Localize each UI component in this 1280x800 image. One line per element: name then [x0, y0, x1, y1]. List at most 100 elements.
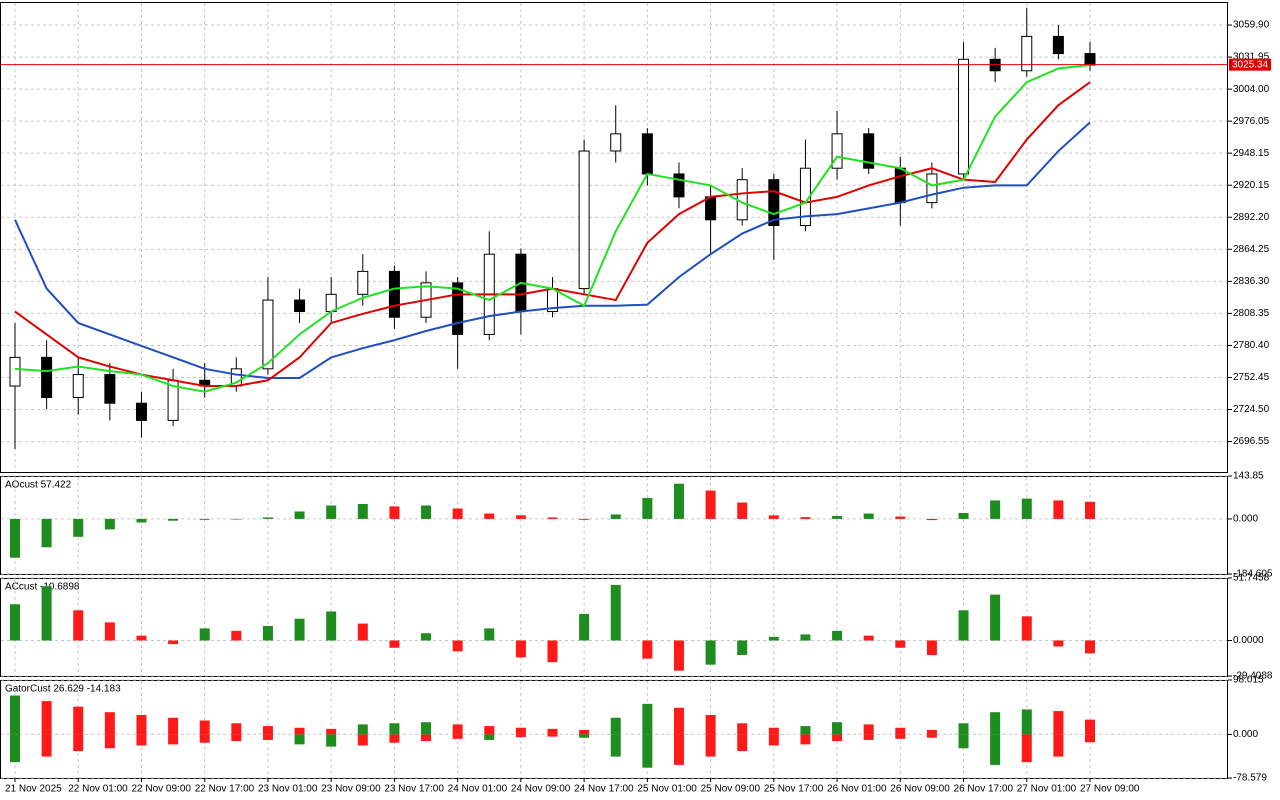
moving-average-line: [14, 121, 1091, 379]
histogram-bar: [168, 734, 179, 745]
histogram-bar: [10, 604, 20, 641]
histogram-bar: [673, 707, 684, 735]
histogram-bar: [168, 717, 179, 735]
histogram-bar: [357, 504, 368, 519]
histogram-bar: [357, 734, 368, 746]
histogram-bar: [484, 726, 495, 735]
histogram-bar: [421, 633, 432, 641]
histogram-bar: [705, 490, 716, 519]
histogram-bar: [136, 518, 147, 523]
y-tick-label: 2780.40: [1233, 340, 1270, 351]
candle-body: [831, 133, 843, 169]
histogram-bar: [326, 611, 337, 641]
histogram-bar: [41, 701, 52, 735]
histogram-bar: [737, 502, 748, 519]
histogram-bar: [705, 714, 716, 735]
histogram-bar: [421, 505, 432, 519]
y-tick-label: 2696.55: [1233, 436, 1270, 447]
histogram-bar: [642, 498, 653, 519]
y-tick-label: 3004.00: [1233, 84, 1270, 95]
histogram-bar: [863, 734, 874, 740]
histogram-bar: [231, 723, 242, 735]
histogram-bar: [1021, 498, 1032, 519]
x-tick-label: 25 Nov 01:00: [637, 784, 697, 795]
x-tick-label: 24 Nov 01:00: [448, 784, 508, 795]
current-price-label: 3025.34: [1232, 59, 1269, 70]
histogram-bar: [1021, 616, 1032, 641]
y-tick-label: 2752.45: [1233, 372, 1270, 383]
histogram-bar: [515, 640, 526, 658]
candle-body: [610, 133, 622, 152]
y-tick-label: 2864.25: [1233, 244, 1270, 255]
histogram-bar: [705, 734, 716, 757]
histogram-bar: [832, 722, 843, 735]
x-tick-label: 25 Nov 09:00: [701, 784, 761, 795]
histogram-bar: [1021, 709, 1032, 735]
y-tick-label: 51.7458: [1233, 573, 1270, 584]
histogram-bar: [1085, 640, 1095, 654]
histogram-bar: [484, 628, 495, 641]
histogram-bar: [737, 734, 748, 752]
histogram-bar: [168, 640, 179, 645]
histogram-bar: [705, 640, 716, 665]
x-tick-label: 25 Nov 17:00: [764, 784, 824, 795]
histogram-bar: [768, 734, 779, 746]
indicator-title: AOcust 57.422: [5, 480, 72, 491]
histogram-bar: [104, 622, 115, 641]
candle-body: [104, 374, 116, 404]
histogram-bar: [199, 720, 210, 735]
y-tick-label: 2836.30: [1233, 276, 1270, 287]
y-tick-label: 2948.15: [1233, 148, 1270, 159]
histogram-bar: [73, 518, 84, 537]
histogram-bar: [1085, 734, 1095, 743]
histogram-bar: [73, 734, 84, 752]
histogram-bar: [1085, 501, 1095, 519]
x-tick-label: 22 Nov 01:00: [68, 784, 128, 795]
histogram-bar: [610, 584, 621, 641]
x-tick-label: 26 Nov 09:00: [890, 784, 950, 795]
histogram-bar: [800, 517, 811, 519]
histogram-bar: [515, 727, 526, 735]
histogram-bar: [294, 618, 305, 641]
indicator-title: GatorCust 26.629 -14.183: [5, 684, 121, 695]
candle-body: [357, 270, 369, 295]
histogram-bar: [73, 610, 84, 641]
histogram-bar: [768, 515, 779, 519]
histogram-bar: [958, 512, 969, 519]
histogram-bar: [515, 515, 526, 519]
x-tick-label: 22 Nov 17:00: [195, 784, 255, 795]
histogram-bar: [958, 734, 969, 749]
histogram-bar: [768, 636, 779, 641]
histogram-bar: [863, 513, 874, 519]
y-tick-label: 0.000: [1233, 514, 1258, 525]
histogram-bar: [262, 726, 273, 735]
candle-body: [41, 356, 53, 398]
histogram-bar: [41, 586, 52, 641]
candle-body: [578, 150, 590, 290]
histogram-bar: [737, 640, 748, 655]
x-tick-label: 24 Nov 09:00: [511, 784, 571, 795]
histogram-bar: [484, 513, 495, 519]
histogram-bar: [421, 722, 432, 735]
y-tick-label: -184.605: [1233, 569, 1273, 580]
y-tick-label: 2808.35: [1233, 308, 1270, 319]
y-tick-label: 3059.90: [1233, 20, 1270, 31]
y-tick-label: 2892.20: [1233, 212, 1270, 223]
histogram-bar: [136, 734, 147, 746]
histogram-bar: [136, 714, 147, 735]
histogram-bar: [231, 734, 242, 742]
histogram-bar: [990, 712, 1001, 735]
histogram-bar: [926, 640, 937, 655]
histogram-bar: [294, 727, 305, 735]
candle-body: [641, 133, 653, 175]
histogram-bar: [389, 734, 400, 743]
candle-body: [926, 173, 938, 204]
histogram-bar: [863, 724, 874, 735]
histogram-bar: [1053, 640, 1064, 647]
histogram-bar: [357, 623, 368, 641]
moving-average-line: [14, 81, 1091, 388]
histogram-bar: [579, 734, 590, 738]
histogram-bar: [642, 734, 653, 768]
x-tick-label: 24 Nov 17:00: [574, 784, 634, 795]
